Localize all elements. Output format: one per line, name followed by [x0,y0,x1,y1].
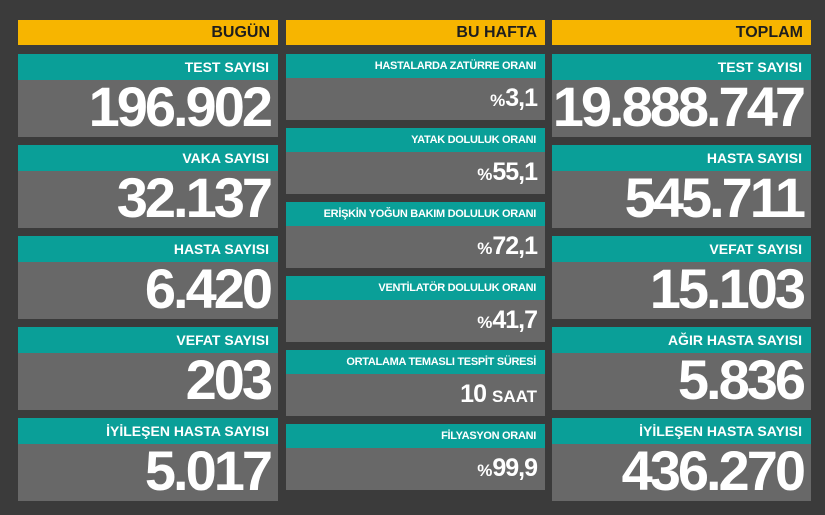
value-number: 10 [460,380,487,408]
column-header: BU HAFTA [286,20,545,45]
value-number: 545.711 [624,166,806,229]
value-number: 196.902 [88,75,273,138]
value-number: 55,1 [492,158,538,186]
stat-card: YATAK DOLULUK ORANI %55,1 [286,128,545,194]
stat-label: YATAK DOLULUK ORANI [286,128,545,152]
stat-value: 436.270 [552,443,811,499]
stat-label: TEST SAYISI [552,54,811,80]
stat-label: İYİLEŞEN HASTA SAYISI [552,418,811,444]
stat-card: FİLYASYON ORANI %99,9 [286,424,545,490]
stat-card: HASTA SAYISI 545.711 [552,145,811,228]
value-suffix: SAAT [491,387,537,406]
stat-value: %99,9 [286,448,545,491]
stat-card: ORTALAMA TEMASLI TESPİT SÜRESİ 10 SAAT [286,350,545,416]
value-prefix: % [477,165,493,184]
stat-card: İYİLEŞEN HASTA SAYISI 436.270 [552,418,811,501]
stat-label: HASTA SAYISI [18,236,278,262]
stat-card: İYİLEŞEN HASTA SAYISI 5.017 [18,418,278,501]
stat-value: 6.420 [18,261,278,317]
column: TOPLAM TEST SAYISI 19.888.747 HASTA SAYISI 5… [552,20,811,501]
stat-label: ORTALAMA TEMASLI TESPİT SÜRESİ [286,350,545,374]
stat-value: %3,1 [286,78,545,121]
value-number: 99,9 [492,454,538,482]
value-number: 436.270 [621,439,806,502]
column-header: TOPLAM [552,20,811,45]
stat-label: HASTALARDA ZATÜRRE ORANI [286,54,545,78]
stat-label: FİLYASYON ORANI [286,424,545,448]
stat-value: 5.836 [552,352,811,408]
stat-value: %55,1 [286,152,545,195]
stat-label: AĞIR HASTA SAYISI [552,327,811,353]
stat-card: TEST SAYISI 19.888.747 [552,54,811,137]
stat-card: VEFAT SAYISI 15.103 [552,236,811,319]
value-number: 3,1 [505,84,538,112]
stat-value: 545.711 [552,170,811,226]
value-number: 41,7 [492,306,538,334]
column-header: BUGÜN [18,20,278,45]
stat-card: HASTALARDA ZATÜRRE ORANI %3,1 [286,54,545,120]
stat-label: VEFAT SAYISI [18,327,278,353]
value-number: 15.103 [649,257,806,320]
stat-value: 196.902 [18,79,278,135]
stat-label: İYİLEŞEN HASTA SAYISI [18,418,278,444]
stat-label: HASTA SAYISI [552,145,811,171]
stat-card: HASTA SAYISI 6.420 [18,236,278,319]
value-number: 203 [185,348,273,411]
stat-card: ERİŞKİN YOĞUN BAKIM DOLULUK ORANI %72,1 [286,202,545,268]
stat-card: TEST SAYISI 196.902 [18,54,278,137]
stat-label: ERİŞKİN YOĞUN BAKIM DOLULUK ORANI [286,202,545,226]
value-number: 72,1 [492,232,538,260]
stat-value: 5.017 [18,443,278,499]
stat-value: 203 [18,352,278,408]
stat-card: VENTİLATÖR DOLULUK ORANI %41,7 [286,276,545,342]
stat-value: 32.137 [18,170,278,226]
value-number: 32.137 [116,166,273,229]
stat-value: %72,1 [286,226,545,269]
stat-label: VAKA SAYISI [18,145,278,171]
value-number: 19.888.747 [552,75,806,138]
value-number: 5.017 [144,439,273,502]
column: BU HAFTA HASTALARDA ZATÜRRE ORANI %3,1 YATA… [286,20,545,500]
stat-value: %41,7 [286,300,545,343]
stat-label: VENTİLATÖR DOLULUK ORANI [286,276,545,300]
stat-value: 15.103 [552,261,811,317]
value-number: 6.420 [144,257,273,320]
stat-value: 19.888.747 [552,79,811,135]
value-number: 5.836 [677,348,806,411]
stat-label: VEFAT SAYISI [552,236,811,262]
column: BUGÜN TEST SAYISI 196.902 VAKA SAYISI 32.137… [18,20,278,501]
stat-card: AĞIR HASTA SAYISI 5.836 [552,327,811,410]
value-prefix: % [477,239,493,258]
stat-label: TEST SAYISI [18,54,278,80]
value-prefix: % [477,313,493,332]
value-prefix: % [477,461,493,480]
stat-card: VEFAT SAYISI 203 [18,327,278,410]
stat-value: 10 SAAT [286,374,545,417]
value-prefix: % [490,91,506,110]
stat-card: VAKA SAYISI 32.137 [18,145,278,228]
